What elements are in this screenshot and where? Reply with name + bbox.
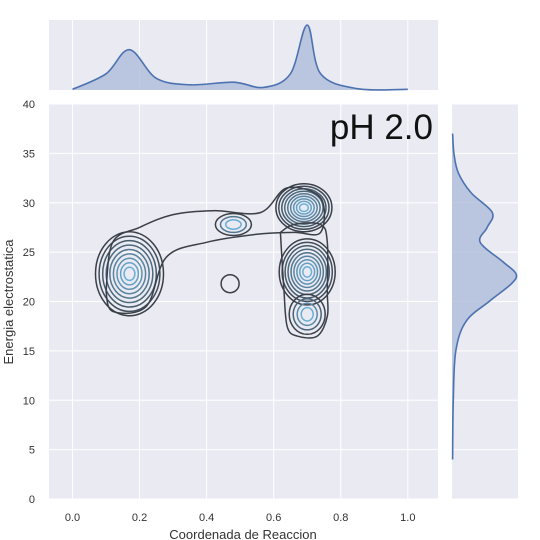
contour-outer-bridge — [105, 186, 326, 315]
right-marginal-line — [451, 133, 518, 460]
contour-ring — [119, 261, 140, 286]
contour-ring — [98, 235, 161, 313]
contour-ring — [112, 253, 147, 295]
contour-ring — [101, 239, 158, 308]
contour-ring — [224, 219, 242, 230]
contour-ring — [123, 266, 136, 282]
contour-ring — [292, 297, 322, 331]
y-tick-label: 40 — [23, 99, 35, 111]
grid-lines — [49, 20, 518, 500]
contour-outer-right — [279, 222, 329, 339]
ph-annotation: pH 2.0 — [330, 108, 433, 147]
contour-ring — [116, 257, 143, 291]
contour-ring — [283, 190, 324, 225]
contour-ring — [299, 262, 316, 282]
x-axis-title: Coordenada de Reaccion — [169, 527, 316, 540]
contour-ring — [288, 293, 326, 336]
contour-ring — [109, 248, 150, 299]
contour-ring — [275, 182, 333, 233]
x-tick-label: 0.2 — [132, 512, 147, 524]
y-tick-label: 10 — [23, 395, 35, 407]
x-tick-label: 0.4 — [199, 512, 214, 524]
y-tick-label: 15 — [23, 346, 35, 358]
y-tick-label: 25 — [23, 247, 35, 259]
contour-ring — [296, 258, 319, 285]
y-tick-label: 5 — [29, 445, 35, 457]
contour-ring — [293, 255, 322, 289]
top-marginal-fill — [72, 25, 408, 91]
contour-ring — [295, 200, 313, 215]
contour-ring — [94, 231, 165, 317]
contour-ring — [219, 215, 248, 234]
y-tick-label: 35 — [23, 148, 35, 160]
contour-ring — [302, 265, 313, 278]
right-marginal-fill — [452, 133, 517, 460]
contour-ring — [220, 273, 240, 294]
x-tick-label: 0.0 — [65, 512, 80, 524]
right-marginal-kde — [451, 133, 518, 460]
kde-contours — [94, 182, 336, 339]
contour-ring — [214, 212, 253, 237]
x-tick-label: 1.0 — [400, 512, 415, 524]
y-axis-title: Energia electrostatica — [1, 239, 16, 365]
contour-ring — [292, 198, 315, 218]
tick-labels: 0.0 0.2 0.4 0.6 0.8 1.0 0 5 10 15 20 25 30 35 40 — [23, 99, 416, 524]
y-tick-label: 30 — [23, 198, 35, 210]
contour-ring — [278, 238, 336, 306]
contour-ring — [296, 302, 318, 327]
contour-ring — [286, 193, 321, 223]
x-tick-label: 0.6 — [266, 512, 281, 524]
contour-ring — [300, 306, 314, 322]
top-marginal-line — [72, 24, 408, 91]
contour-ring — [105, 244, 154, 304]
contour-ring — [298, 203, 310, 213]
top-marginal-kde — [72, 24, 408, 91]
contour-ring — [290, 252, 325, 292]
x-tick-label: 0.8 — [333, 512, 348, 524]
y-tick-label: 0 — [29, 494, 35, 506]
y-tick-label: 20 — [23, 297, 35, 309]
contour-ring — [278, 185, 330, 230]
contour-ring — [289, 195, 318, 220]
